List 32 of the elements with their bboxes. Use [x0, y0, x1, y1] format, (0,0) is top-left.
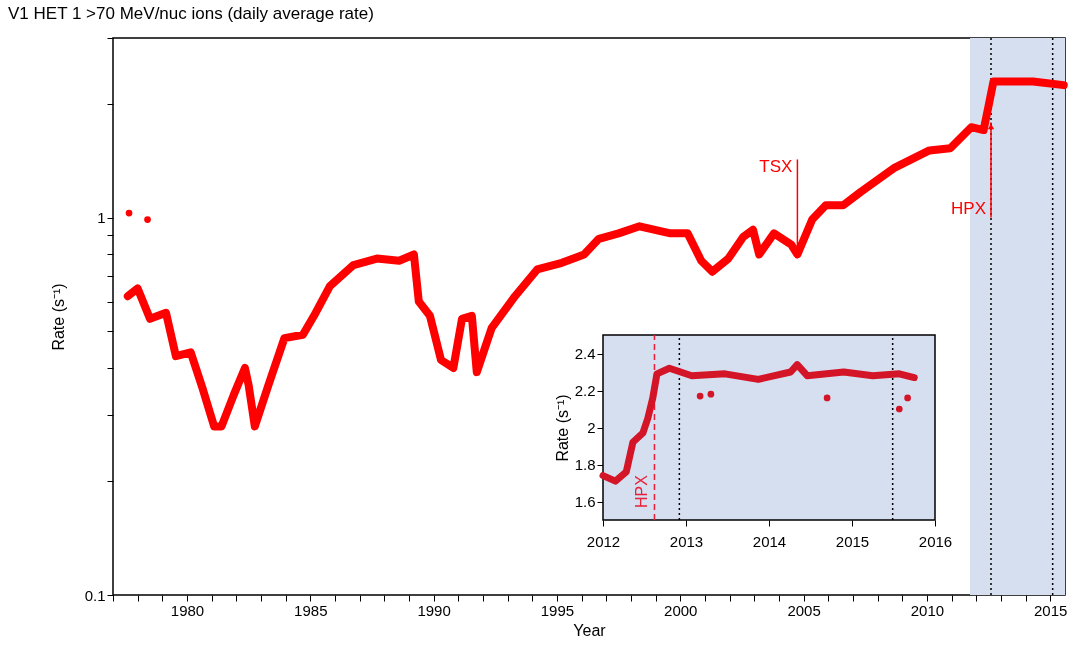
annotation: HPX: [951, 198, 987, 218]
y-tick-label: 2: [587, 419, 596, 436]
y-tick-label: 1.8: [574, 456, 596, 473]
x-tick-label: 1980: [170, 601, 205, 619]
y-tick-label: 0.1: [84, 586, 106, 604]
point: [707, 390, 715, 398]
x-tick-label: 2016: [918, 532, 953, 550]
annotation: TSX: [759, 157, 793, 177]
x-tick-label: 1985: [294, 601, 328, 619]
y-tick-label: 1.6: [574, 493, 596, 510]
x-axis-title: Year: [573, 621, 607, 639]
y-tick-label: 2.2: [574, 382, 596, 399]
x-tick-label: 1990: [417, 601, 451, 619]
x-tick-label: 2015: [1034, 601, 1068, 619]
ref-line-label: HPX: [633, 474, 651, 508]
point: [823, 394, 831, 402]
x-tick-label: 2015: [835, 532, 870, 550]
x-tick-label: 2000: [664, 601, 698, 619]
point: [696, 392, 704, 400]
x-tick-label: 2014: [752, 532, 787, 550]
point: [895, 405, 903, 413]
y-tick-label: 1: [97, 209, 106, 227]
y-tick-label: 2.4: [574, 345, 596, 362]
chart-title: V1 HET 1 >70 MeV/nuc ions (daily average rate): [8, 4, 374, 23]
y-axis-title: Rate (s⁻¹): [553, 394, 571, 462]
x-tick-label: 2005: [787, 601, 821, 619]
point: [904, 394, 911, 402]
x-tick-label: 2013: [669, 532, 704, 550]
y-axis-title: Rate (s⁻¹): [49, 283, 67, 351]
x-tick-label: 2012: [586, 532, 621, 550]
x-tick-label: 2010: [910, 601, 945, 619]
x-tick-label: 1995: [540, 601, 575, 619]
